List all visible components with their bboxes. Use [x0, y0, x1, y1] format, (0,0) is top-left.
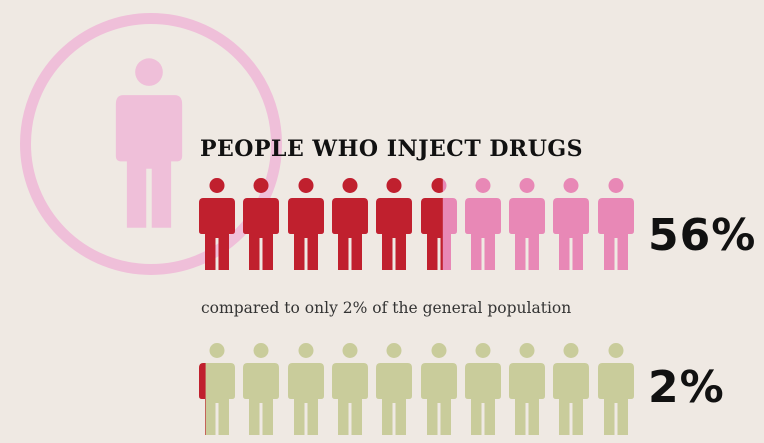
percent-label: 2% [648, 362, 725, 413]
person-icon [198, 178, 236, 270]
decorative-person-icon [114, 43, 184, 243]
comparison-text: compared to only 2% of the general popul… [201, 299, 571, 317]
person-icon [198, 343, 236, 435]
person-icon [552, 178, 590, 270]
person-icon [375, 343, 413, 435]
person-icon [552, 343, 590, 435]
person-icon [287, 178, 325, 270]
person-icon [420, 178, 458, 270]
person-icon [331, 178, 369, 270]
person-icon [375, 178, 413, 270]
person-icon [287, 343, 325, 435]
person-icon [597, 343, 635, 435]
person-icon [464, 343, 502, 435]
headline: PEOPLE WHO INJECT DRUGS [200, 136, 583, 162]
person-icon [420, 343, 458, 435]
person-icon [242, 343, 280, 435]
person-icon [464, 178, 502, 270]
person-icon [597, 178, 635, 270]
person-icon [508, 178, 546, 270]
percent-label: 56% [648, 210, 756, 261]
person-icon [242, 178, 280, 270]
person-icon [331, 343, 369, 435]
person-icon [508, 343, 546, 435]
